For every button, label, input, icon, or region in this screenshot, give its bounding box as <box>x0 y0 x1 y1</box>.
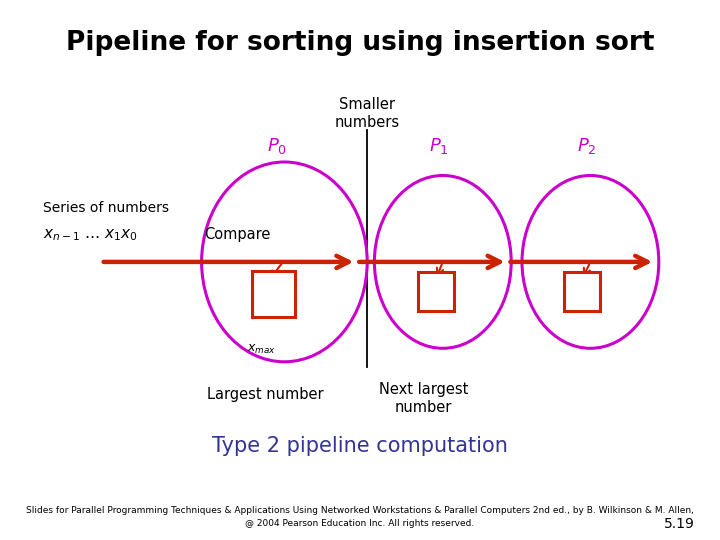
Text: Next largest
number: Next largest number <box>379 382 468 415</box>
Text: Smaller
numbers: Smaller numbers <box>335 97 400 130</box>
Text: Slides for Parallel Programming Techniques & Applications Using Networked Workst: Slides for Parallel Programming Techniqu… <box>26 506 694 515</box>
Text: 5.19: 5.19 <box>664 517 695 531</box>
Text: Series of numbers: Series of numbers <box>43 201 169 215</box>
Text: $x_{max}$: $x_{max}$ <box>247 343 276 356</box>
Bar <box>252 271 295 317</box>
Text: Largest number: Largest number <box>207 387 323 402</box>
Bar <box>564 272 600 311</box>
Text: $P_1$: $P_1$ <box>429 136 449 156</box>
Text: @ 2004 Pearson Education Inc. All rights reserved.: @ 2004 Pearson Education Inc. All rights… <box>246 519 474 528</box>
Text: Pipeline for sorting using insertion sort: Pipeline for sorting using insertion sor… <box>66 30 654 56</box>
Text: Compare: Compare <box>204 227 271 242</box>
Text: Type 2 pipeline computation: Type 2 pipeline computation <box>212 435 508 456</box>
Text: $P_0$: $P_0$ <box>267 136 287 156</box>
Text: $P_2$: $P_2$ <box>577 136 597 156</box>
Bar <box>418 272 454 311</box>
Text: $x_{n-1}$ … $x_1x_0$: $x_{n-1}$ … $x_1x_0$ <box>43 227 138 243</box>
